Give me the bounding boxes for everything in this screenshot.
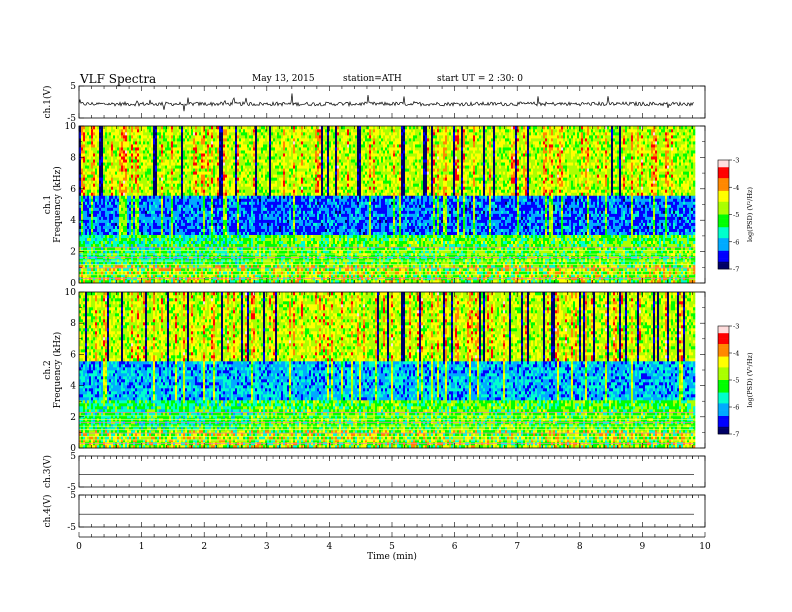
- y-tick-label: 8: [70, 153, 76, 163]
- y-tick-label: 6: [70, 185, 76, 195]
- panel-ch3-waveform: 5-5ch.3(V): [42, 452, 705, 493]
- colorbar-label: log(PSD) (V²/Hz): [746, 187, 754, 242]
- colorbar-tick-label: -6: [733, 404, 739, 412]
- y-tick-label: 8: [70, 319, 76, 329]
- x-tick-label: 5: [389, 542, 395, 552]
- y-tick-label: 5: [70, 452, 76, 462]
- vlf-figure: 5-5ch.1(V)0246810ch.1 Frequency (kHz)0246…: [0, 0, 792, 612]
- colorbar-tick-label: -7: [733, 431, 739, 439]
- y-tick-label: 10: [65, 122, 77, 132]
- colorbar-tick-label: -3: [733, 323, 739, 331]
- x-tick-label: 8: [577, 542, 583, 552]
- colorbar-tick-label: -5: [733, 211, 739, 219]
- x-tick-label: 2: [201, 542, 207, 552]
- y-axis-label: ch.4(V): [42, 495, 53, 528]
- spectrogram-ch1-spectrogram: [79, 126, 695, 283]
- y-tick-label: 2: [70, 413, 76, 423]
- x-axis-label: Time (min): [367, 551, 417, 562]
- y-tick-label: 4: [70, 216, 76, 226]
- colorbar-tick-label: -3: [733, 157, 739, 165]
- colorbar-ch1-spectrogram: -3 -4 -5 -6 -7 log(PSD) (V²/Hz): [718, 157, 754, 274]
- y-axis-label: ch.1(V): [42, 86, 53, 119]
- x-tick-label: 1: [139, 542, 145, 552]
- x-tick-label: 3: [264, 542, 270, 552]
- y-axis-label: ch.2: [43, 360, 53, 379]
- x-tick-label: 10: [699, 542, 711, 552]
- x-tick-label: 0: [76, 542, 82, 552]
- y-axis-label: ch.3(V): [42, 455, 53, 488]
- y-tick-label: 5: [70, 491, 76, 501]
- panel-ch4-waveform: 5 -5 ch.4(V): [42, 491, 705, 533]
- colorbar-tick-label: -6: [733, 238, 739, 246]
- y-tick-label: -5: [67, 523, 76, 533]
- spectrogram-ch2-spectrogram: [79, 292, 695, 448]
- x-tick-label: 6: [452, 542, 458, 552]
- panel-ch1-waveform: 5-5ch.1(V): [42, 82, 705, 124]
- y-axis-label: ch.1: [43, 195, 53, 214]
- y-tick-label: 2: [70, 248, 76, 258]
- colorbar-tick-label: -4: [733, 184, 739, 192]
- colorbar-tick-label: -4: [733, 350, 739, 358]
- waveform-ch1-waveform: [79, 93, 694, 111]
- x-tick-label: 7: [514, 542, 520, 552]
- x-tick-label: 4: [327, 542, 333, 552]
- y-tick-label: 4: [70, 382, 76, 392]
- y-tick-label: 6: [70, 350, 76, 360]
- y-tick-label: 5: [70, 82, 76, 92]
- colorbar-ch2-spectrogram: -3 -4 -5 -6 -7 log(PSD) (V²/Hz): [718, 323, 754, 439]
- colorbar-tick-label: -5: [733, 377, 739, 385]
- colorbar-label: log(PSD) (V²/Hz): [746, 352, 754, 407]
- colorbar-tick-label: -7: [733, 266, 739, 274]
- y-axis-label: Frequency (kHz): [52, 332, 63, 409]
- x-tick-label: 9: [640, 542, 646, 552]
- y-tick-label: 10: [65, 288, 77, 298]
- y-axis-label: Frequency (kHz): [52, 166, 63, 243]
